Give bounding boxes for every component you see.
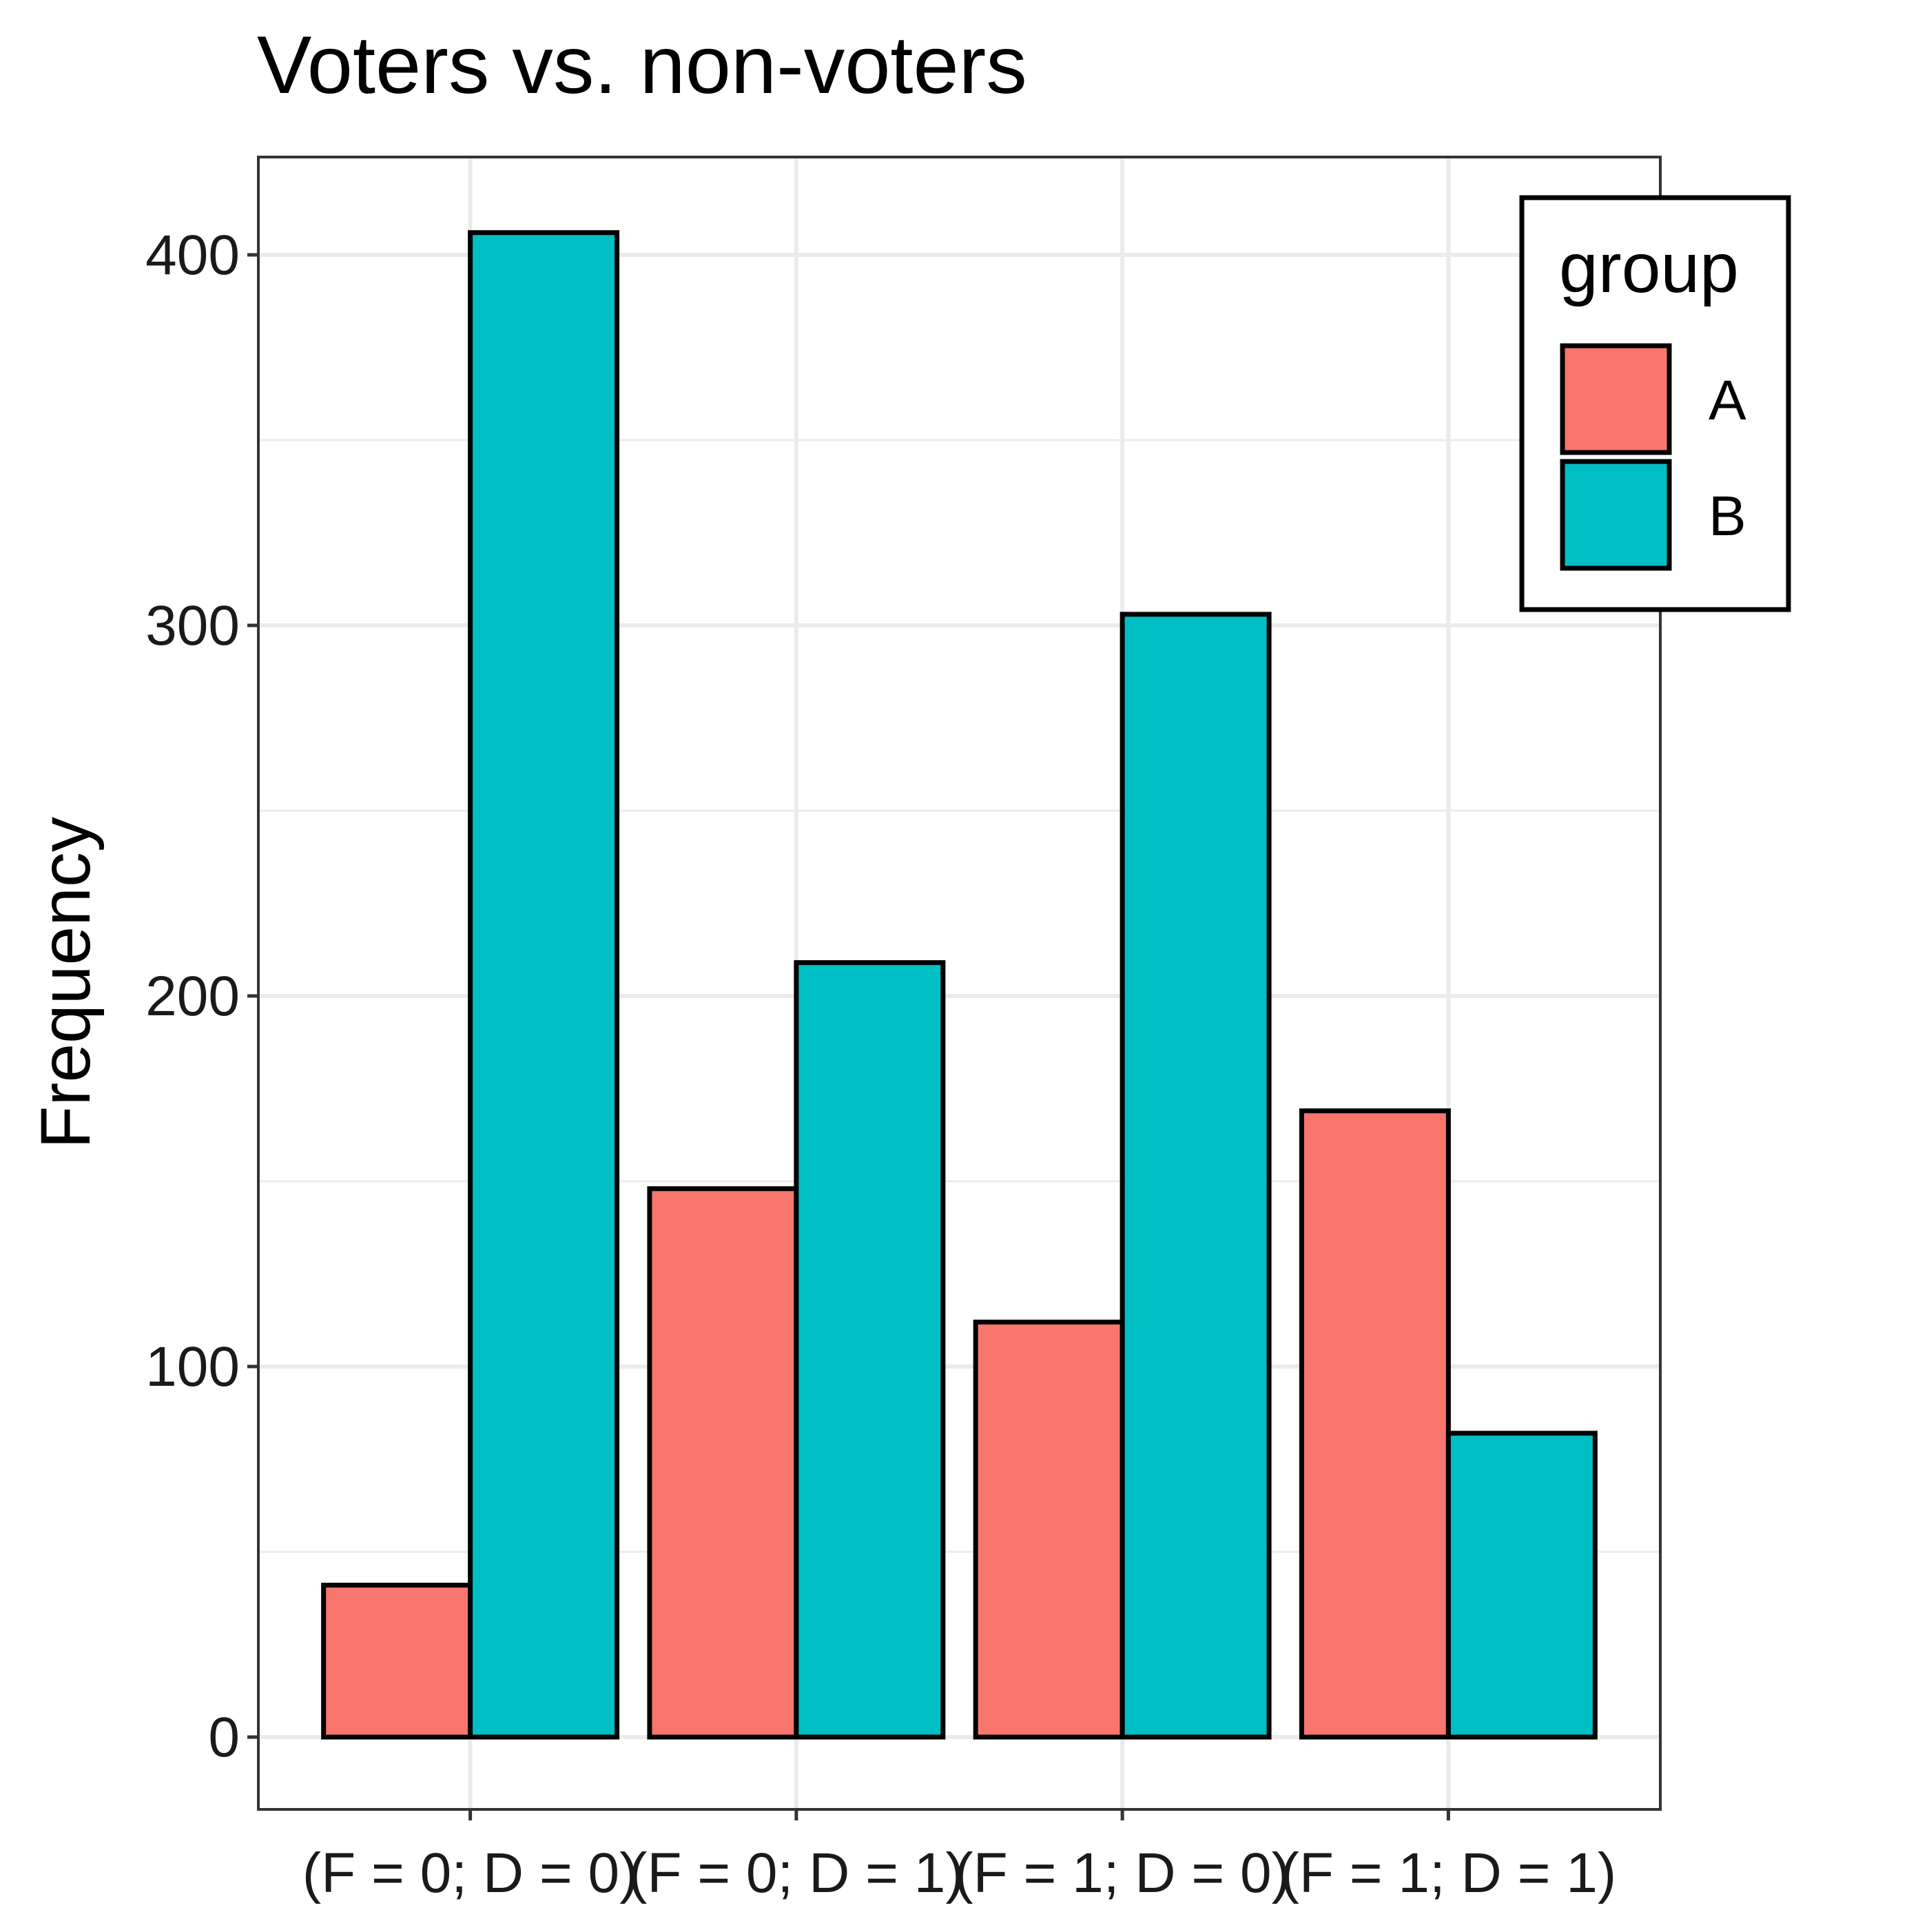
chart-title: Voters vs. non-voters: [257, 19, 1027, 111]
legend: group AB: [1519, 195, 1791, 612]
x-tick-label: (F = 0; D = 1): [628, 1842, 964, 1904]
bar-B-4: [1445, 1431, 1598, 1740]
legend-label-A: A: [1709, 369, 1746, 432]
legend-key-B: [1560, 459, 1672, 571]
bars: [321, 230, 1598, 1740]
y-tick-label: 400: [145, 224, 240, 287]
bar-A-1: [321, 1582, 473, 1740]
x-tick-label: (F = 1; D = 0): [954, 1842, 1290, 1904]
bar-A-4: [1299, 1108, 1451, 1740]
x-tick-label: (F = 1; D = 1): [1281, 1842, 1617, 1904]
axes: 0 100 200 300 400 (F = 0; D = 0)(F = 0; D = 1…: [145, 224, 1616, 1904]
bar-B-2: [794, 960, 946, 1740]
bar-A-2: [647, 1186, 799, 1740]
plot-panel-border: [257, 156, 1662, 1811]
y-tick-label: 200: [145, 965, 240, 1028]
bar-A-3: [973, 1319, 1125, 1740]
y-tick-label: 100: [145, 1336, 240, 1398]
legend-key-A: [1560, 343, 1672, 455]
bar-B-3: [1120, 612, 1272, 1740]
x-tick-label: (F = 0; D = 0): [302, 1842, 639, 1904]
bar-B-1: [468, 230, 620, 1740]
legend-title: group: [1559, 229, 1739, 307]
y-tick-label: 0: [208, 1706, 240, 1769]
legend-items: AB: [1560, 343, 1746, 571]
y-tick-label: 300: [145, 594, 240, 657]
y-axis-label: Frequency: [26, 817, 105, 1149]
legend-label-B: B: [1709, 485, 1746, 548]
